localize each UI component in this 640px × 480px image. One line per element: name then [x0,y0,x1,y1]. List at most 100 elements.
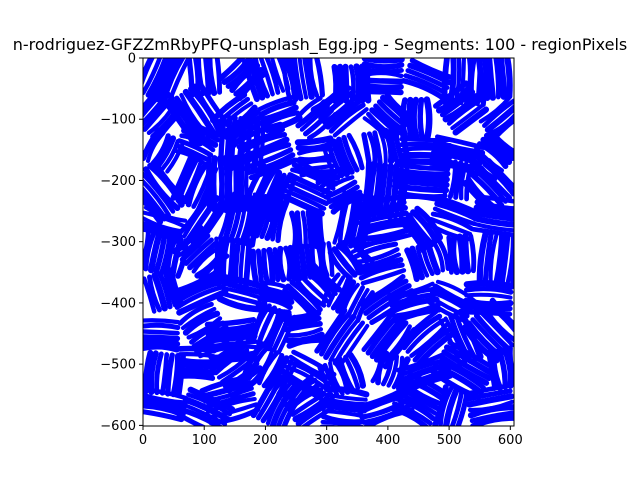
segment-stroke [464,383,512,397]
segment-stroke [238,132,288,155]
segment-stroke [266,246,276,284]
segment-stroke [380,352,394,387]
segment-stroke [442,93,480,123]
segment-stroke [148,231,163,274]
segment-stroke [360,278,409,311]
segment-stroke [143,58,163,96]
segment-stroke [464,292,513,300]
segment-stroke [402,381,444,407]
segment-stroke [406,96,415,141]
segment-stroke [217,58,246,82]
segment-stroke [143,84,163,111]
segment-stroke [321,272,341,306]
segment-stroke [435,84,473,114]
segment-stroke [482,98,514,128]
segment-stroke [205,322,257,334]
segment-region [143,318,181,353]
segment-stroke [378,129,388,164]
segment-stroke [465,388,513,402]
segment-stroke [281,309,322,323]
segment-stroke [475,58,485,102]
segment-stroke [449,389,465,426]
chart-title: n-rodriguez-GFZZmRbyPFQ-unsplash_Egg.jpg… [13,35,627,55]
segment-stroke [314,58,325,98]
segment-stroke [260,104,299,123]
segment-stroke [310,80,349,114]
segment-stroke [447,159,458,200]
segment-stroke [174,284,226,310]
segment-stroke [187,241,218,271]
segment-stroke [482,161,514,197]
segment-stroke [346,132,365,171]
segment-stroke [380,94,412,125]
segment-stroke [474,199,514,213]
segment-region [430,340,497,401]
segment-stroke [228,192,243,243]
segment-stroke [171,224,204,255]
segment-region [476,230,514,289]
segment-stroke [143,338,181,348]
segment-stroke [335,279,357,314]
segment-region [310,80,369,138]
segment-stroke [143,58,155,87]
segment-stroke [360,268,407,286]
segment-stroke [470,172,505,208]
segment-stroke [283,315,322,327]
segment-stroke [170,274,221,300]
segment-stroke [452,106,490,136]
segment-region [389,371,449,426]
segment-stroke [357,274,406,307]
segment-stroke [181,160,203,205]
segment-region [461,297,514,364]
segment-stroke [176,138,214,158]
segment-stroke [441,349,492,381]
segment-stroke [176,229,207,258]
segment-stroke [393,166,451,178]
segment-stroke [476,230,489,286]
segment-stroke [206,338,244,368]
segment-stroke [420,242,435,277]
segment-stroke [361,61,405,70]
segment-stroke [258,58,275,97]
segment-stroke [432,206,477,226]
segment-stroke [429,217,473,237]
segment-stroke [199,375,252,394]
segment-stroke [404,247,420,282]
y-tick-label: −300 [100,235,136,250]
segment-stroke [175,373,216,381]
segment-stroke [328,102,366,134]
segment-stroke [391,183,450,194]
segment-stroke [450,234,460,276]
segment-stroke [472,215,514,228]
segment-stroke [238,155,245,213]
segment-stroke [493,232,505,287]
segment-stroke [204,317,257,328]
segment-stroke [222,191,238,242]
segment-stroke [363,283,412,316]
segment-stroke [143,409,185,423]
segment-stroke [328,317,361,363]
segment-stroke [361,82,404,91]
segment-stroke [179,133,216,153]
segment-stroke [320,419,365,426]
segment-stroke [358,262,405,281]
y-tick-label: −400 [100,296,136,311]
segment-stroke [482,305,514,343]
segment-stroke [177,301,214,326]
segment-stroke [394,161,451,172]
segment-stroke [326,275,346,308]
segment-stroke [291,58,304,102]
segment-stroke [417,96,425,140]
segment-stroke [431,239,445,273]
segment-stroke [473,313,512,352]
segment-region [172,117,223,168]
segment-stroke [476,141,509,170]
segment-stroke [143,334,181,342]
segment-stroke [476,194,514,204]
segment-stroke [154,135,177,170]
segment-stroke [298,243,308,281]
y-tick-label: 0 [128,52,136,67]
segment-stroke [216,295,264,313]
segment-stroke [257,117,266,173]
